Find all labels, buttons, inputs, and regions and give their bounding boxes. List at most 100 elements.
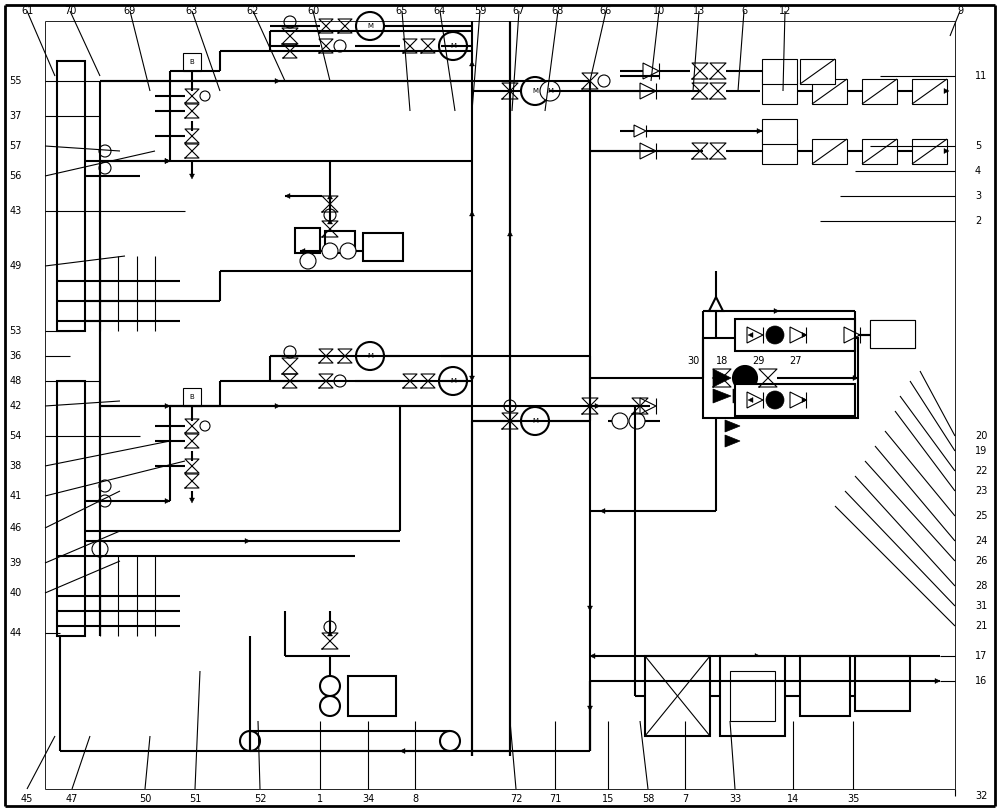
- Text: 57: 57: [10, 141, 22, 151]
- Text: 58: 58: [642, 794, 654, 804]
- Circle shape: [284, 16, 296, 28]
- Text: 66: 66: [600, 6, 612, 16]
- Polygon shape: [709, 297, 723, 311]
- Bar: [295, 228, 320, 253]
- Text: 32: 32: [975, 791, 987, 801]
- Text: 10: 10: [653, 6, 665, 16]
- Polygon shape: [285, 194, 290, 199]
- Circle shape: [733, 366, 757, 390]
- Text: 17: 17: [975, 651, 987, 661]
- Circle shape: [439, 32, 467, 60]
- Circle shape: [300, 253, 316, 269]
- Text: 63: 63: [186, 6, 198, 16]
- Text: 11: 11: [975, 71, 987, 81]
- Text: B: B: [190, 59, 194, 65]
- Bar: [363, 233, 403, 261]
- Bar: [762, 119, 797, 144]
- Text: 50: 50: [139, 794, 151, 804]
- Polygon shape: [713, 389, 731, 403]
- Bar: [57, 381, 85, 636]
- Polygon shape: [600, 508, 605, 513]
- Bar: [912, 79, 947, 104]
- Text: 5: 5: [975, 141, 981, 151]
- Bar: [57, 61, 85, 331]
- Text: 33: 33: [729, 794, 741, 804]
- Polygon shape: [802, 397, 807, 402]
- Text: 68: 68: [552, 6, 564, 16]
- Circle shape: [92, 541, 108, 557]
- Polygon shape: [165, 404, 170, 409]
- Bar: [862, 139, 897, 164]
- Circle shape: [521, 407, 549, 435]
- Polygon shape: [713, 369, 731, 387]
- Circle shape: [521, 77, 549, 105]
- Text: 39: 39: [10, 558, 22, 568]
- Text: 43: 43: [10, 206, 22, 216]
- Polygon shape: [748, 333, 753, 337]
- Text: 55: 55: [10, 76, 22, 86]
- Circle shape: [324, 621, 336, 633]
- Polygon shape: [328, 631, 332, 636]
- Text: 23: 23: [975, 486, 987, 496]
- Circle shape: [320, 696, 340, 716]
- Circle shape: [540, 81, 560, 101]
- Polygon shape: [853, 375, 858, 380]
- Text: 2: 2: [975, 216, 981, 226]
- Polygon shape: [400, 749, 405, 753]
- Circle shape: [356, 342, 384, 370]
- Polygon shape: [748, 397, 753, 402]
- Circle shape: [766, 326, 784, 344]
- Polygon shape: [790, 327, 806, 343]
- Text: M: M: [367, 23, 373, 29]
- Text: 48: 48: [10, 376, 22, 386]
- Bar: [730, 671, 775, 721]
- Bar: [800, 59, 835, 84]
- Text: 22: 22: [975, 466, 988, 476]
- Text: 20: 20: [975, 431, 987, 441]
- Text: 26: 26: [975, 556, 987, 566]
- Text: 13: 13: [693, 6, 705, 16]
- Polygon shape: [165, 158, 170, 164]
- Text: 28: 28: [975, 581, 987, 591]
- Text: 15: 15: [602, 794, 614, 804]
- Circle shape: [612, 413, 628, 429]
- Polygon shape: [733, 389, 751, 403]
- Text: 70: 70: [64, 6, 76, 16]
- Text: 49: 49: [10, 261, 22, 271]
- Text: 31: 31: [975, 601, 987, 611]
- Polygon shape: [640, 398, 656, 414]
- Polygon shape: [802, 333, 807, 337]
- Text: 3: 3: [975, 191, 981, 201]
- Text: 24: 24: [975, 536, 987, 546]
- Polygon shape: [944, 88, 949, 93]
- Bar: [735, 319, 855, 351]
- Text: 4: 4: [975, 166, 981, 176]
- Text: 30: 30: [687, 356, 699, 366]
- Circle shape: [598, 75, 610, 87]
- Text: 16: 16: [975, 676, 987, 686]
- Text: 61: 61: [21, 6, 33, 16]
- Polygon shape: [725, 435, 740, 447]
- Text: 60: 60: [307, 6, 319, 16]
- Circle shape: [766, 391, 784, 409]
- Polygon shape: [328, 194, 332, 199]
- Text: 64: 64: [434, 6, 446, 16]
- Circle shape: [733, 366, 757, 390]
- Bar: [812, 139, 847, 164]
- Bar: [183, 388, 201, 406]
- Text: 35: 35: [847, 794, 859, 804]
- Text: M: M: [742, 375, 748, 381]
- Polygon shape: [634, 125, 646, 137]
- Polygon shape: [774, 308, 779, 314]
- Polygon shape: [190, 174, 194, 179]
- Circle shape: [99, 480, 111, 492]
- Text: 14: 14: [787, 794, 799, 804]
- Polygon shape: [944, 148, 949, 153]
- Text: 41: 41: [10, 491, 22, 501]
- Polygon shape: [755, 654, 760, 659]
- Polygon shape: [712, 375, 717, 380]
- Bar: [812, 79, 847, 104]
- Polygon shape: [190, 498, 194, 503]
- Polygon shape: [590, 654, 595, 659]
- Polygon shape: [935, 679, 940, 684]
